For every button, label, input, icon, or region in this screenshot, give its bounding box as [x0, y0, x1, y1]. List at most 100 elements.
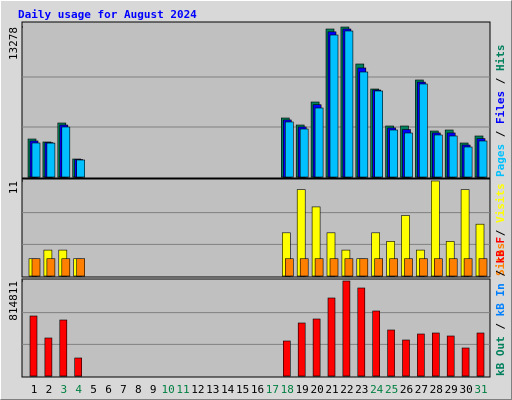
bar: [359, 71, 369, 178]
bar: [74, 357, 82, 377]
bar: [314, 107, 324, 178]
bar: [463, 258, 473, 277]
bar: [59, 319, 68, 377]
bar: [329, 34, 339, 178]
legend-separator: /: [494, 316, 507, 336]
bar: [46, 142, 56, 178]
legend-separator: /: [494, 263, 507, 283]
bar: [284, 121, 294, 178]
legend: Pages / Files / Hits: [494, 45, 507, 178]
x-tick-label: 2: [46, 383, 53, 396]
x-tick-label: 14: [221, 383, 235, 396]
bar: [31, 142, 41, 178]
bar: [297, 322, 306, 377]
bar: [299, 128, 309, 178]
legend-separator: /: [494, 124, 507, 144]
x-tick-label: 3: [60, 383, 67, 396]
bar: [359, 258, 369, 277]
bar: [431, 332, 440, 377]
legend-entry: Pages: [494, 144, 507, 177]
bar: [446, 335, 455, 377]
x-tick-label: 30: [459, 383, 472, 396]
x-tick-label: 12: [191, 383, 204, 396]
x-tick-label: 5: [90, 383, 97, 396]
bar: [44, 337, 53, 377]
x-tick-label: 15: [236, 383, 249, 396]
x-tick-label: 25: [385, 383, 398, 396]
x-tick-label: 7: [120, 383, 127, 396]
bar: [46, 258, 56, 277]
legend-entry: kB In: [494, 283, 507, 316]
bar: [448, 135, 458, 178]
legend: Sites / Visits: [494, 183, 507, 276]
x-tick-label: 21: [325, 383, 338, 396]
x-tick-label: 17: [266, 383, 279, 396]
x-tick-label: 23: [355, 383, 368, 396]
bar: [76, 258, 85, 277]
bar: [448, 258, 458, 277]
bar: [61, 126, 71, 178]
x-tick-label: 1: [31, 383, 38, 396]
y-tick-label: 814811: [7, 281, 20, 321]
bar: [419, 83, 428, 178]
x-tick-label: 10: [161, 383, 174, 396]
bar: [282, 340, 291, 377]
bar: [29, 315, 38, 377]
bar: [284, 258, 294, 277]
bar: [433, 134, 443, 178]
bar: [329, 258, 339, 277]
bar: [389, 258, 398, 277]
x-tick-label: 28: [430, 383, 443, 396]
bar: [312, 318, 321, 377]
bar: [344, 30, 354, 178]
x-tick-label: 20: [310, 383, 323, 396]
bar: [342, 280, 351, 377]
bar: [327, 297, 336, 377]
legend-entry: kB F: [494, 237, 507, 264]
y-tick-label: 13278: [7, 27, 20, 60]
bar: [374, 90, 384, 178]
bar: [419, 258, 428, 277]
x-tick-label: 19: [296, 383, 309, 396]
bar: [31, 258, 41, 277]
bar: [461, 347, 470, 377]
x-tick-label: 9: [150, 383, 157, 396]
legend-separator: /: [494, 71, 507, 91]
x-tick-label: 31: [474, 383, 487, 396]
bar: [357, 287, 366, 377]
x-tick-label: 27: [415, 383, 428, 396]
chart-title: Daily usage for August 2024: [18, 8, 197, 21]
bar: [314, 258, 324, 277]
bar: [404, 132, 413, 178]
y-tick-label: 11: [7, 181, 20, 194]
legend-separator: /: [494, 223, 507, 243]
legend-entry: Visits: [494, 183, 507, 223]
bar: [476, 332, 485, 377]
x-tick-label: 16: [251, 383, 264, 396]
bar: [417, 333, 425, 377]
legend-entry: Files: [494, 91, 507, 124]
x-tick-label: 29: [445, 383, 458, 396]
x-tick-label: 18: [281, 383, 294, 396]
bar: [372, 310, 381, 377]
x-tick-label: 26: [400, 383, 413, 396]
bar: [478, 140, 488, 178]
bar: [76, 159, 85, 178]
bar: [402, 339, 410, 377]
legend-entry: Sites: [494, 243, 507, 276]
x-tick-label: 4: [75, 383, 82, 396]
legend: kB Out / kB In / kB F: [494, 237, 507, 376]
bar: [387, 329, 395, 377]
legend-entry: Hits: [494, 45, 507, 72]
x-tick-label: 24: [370, 383, 384, 396]
bar: [374, 258, 384, 277]
bar: [389, 129, 398, 178]
bar: [478, 258, 488, 277]
bar: [299, 258, 309, 277]
x-tick-label: 13: [206, 383, 219, 396]
x-tick-label: 22: [340, 383, 353, 396]
bar: [433, 258, 443, 277]
panel: [21, 278, 491, 378]
